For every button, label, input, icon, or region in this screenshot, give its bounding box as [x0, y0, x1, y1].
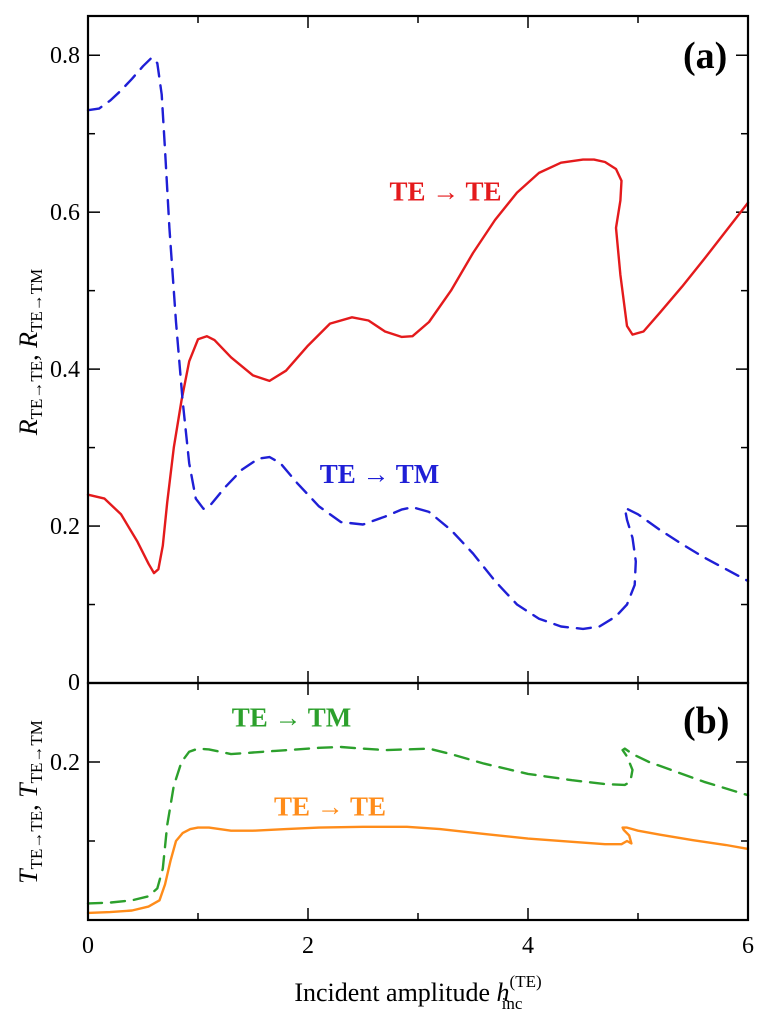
- x-tick-label: 0: [82, 933, 94, 959]
- panel-b-ticks: [87, 682, 749, 921]
- x-axis-title: Incident amplitude h(TE) inc: [294, 972, 541, 1013]
- curve-label: TE → TM: [320, 459, 440, 489]
- panel-a-y-tick-labels: 0 0.2 0.4 0.6 0.8: [50, 43, 80, 696]
- panel-a-y-axis-title: RTE→TE, RTE→TM: [14, 269, 46, 437]
- panel-a-ticks: [87, 16, 749, 684]
- panel-b-frame: [86, 681, 750, 922]
- y-tick-label: 0.2: [50, 514, 80, 540]
- x-axis-tick-labels: 0 2 4 6: [82, 933, 754, 959]
- x-tick-label: 2: [302, 933, 314, 959]
- y-tick-label: 0.4: [50, 357, 80, 383]
- panel-b-annotations: TE → TM TE → TE: [232, 702, 386, 821]
- curve-label: TE → TE: [389, 176, 501, 206]
- curve-label: TE → TM: [232, 702, 352, 732]
- panel-a-label: (a): [683, 35, 727, 77]
- panel-a-series: [86, 56, 750, 631]
- panel-b-y-axis-title: TTE→TE, TTE→TM: [14, 720, 46, 884]
- y-tick-label: 0.6: [50, 200, 80, 226]
- x-tick-label: 4: [522, 933, 534, 959]
- panel-a-frame: [86, 14, 750, 685]
- x-tick-label: 6: [742, 933, 754, 959]
- curve-label: TE → TE: [274, 792, 386, 822]
- panel-a-annotations: TE → TE TE → TM: [320, 176, 502, 488]
- series-line-te-tm: [86, 56, 750, 631]
- series-line-te-te: [86, 158, 750, 575]
- y-tick-label: 0.2: [50, 750, 80, 776]
- series-line-te-tm: [86, 745, 750, 905]
- panel-a-reflection: 0 0.2 0.4 0.6 0.8 TE → TE TE → TM (a) RTE→TE,…: [14, 14, 750, 696]
- panel-b-y-tick-labels: 0.2: [50, 750, 80, 776]
- y-tick-label: 0.8: [50, 43, 80, 69]
- panel-b-label: (b): [683, 700, 729, 742]
- y-tick-label: 0: [68, 670, 80, 696]
- panel-b-series: [86, 745, 750, 915]
- panel-b-transmission: 0.2 TE → TM TE → TE (b) TTE→TE, TTE→TM: [14, 681, 750, 922]
- series-line-te-te: [86, 825, 750, 915]
